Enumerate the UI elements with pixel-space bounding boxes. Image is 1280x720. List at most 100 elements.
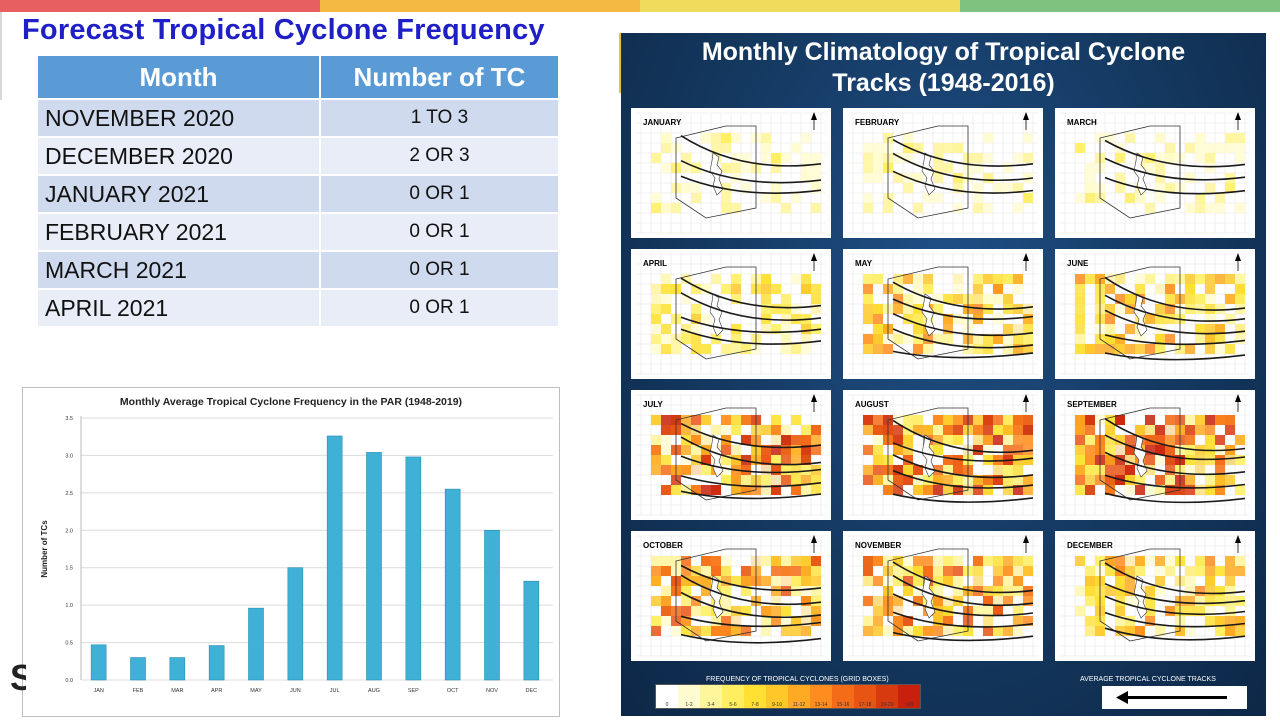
month-cell: MARCH 2021 [38,250,321,289]
legend-bin-label: 15-16 [836,702,850,708]
track-map [848,535,1038,657]
bar-mar [169,657,186,681]
panel-label: JANUARY [643,118,682,127]
track-map [1060,112,1250,234]
legend-bin-label: 11-12 [792,702,806,708]
legend-bin-label: 9-10 [771,702,782,708]
panel-february: FEBRUARY [843,108,1043,238]
y-tick-label: 3.0 [65,453,73,459]
panel-label: AUGUST [855,400,889,409]
panel-august: AUGUST [843,390,1043,520]
legend-title: FREQUENCY OF TROPICAL CYCLONES (GRID BOX… [706,676,889,683]
bar-may [248,607,264,681]
gold-edge [619,33,621,93]
top-color-bar [0,0,1280,12]
panel-may: MAY [843,249,1043,379]
legend-swatch: 1-2 [678,685,700,708]
panel-october: OCTOBER [631,531,831,661]
y-tick-label: 2.5 [65,491,73,497]
legend-swatch: 3-4 [700,685,722,708]
bar-oct [444,488,461,681]
legend-swatch: 0 [656,685,678,708]
tc-frequency-chart: Monthly Average Tropical Cyclone Frequen… [22,387,560,717]
panel-june: JUNE [1055,249,1255,379]
x-tick-label: JUL [330,688,340,694]
panel-label: JUNE [1067,259,1089,268]
legend-swatch: 11-12 [788,685,810,708]
x-tick-label: SEP [408,688,419,694]
panel-label: NOVEMBER [855,541,902,550]
panel-label: MARCH [1067,118,1097,127]
track-map [1060,394,1250,516]
bar-nov [484,529,500,681]
legend-bin-label: 3-4 [707,702,715,708]
y-axis-label: Number of TCs [40,520,49,578]
panel-label: APRIL [643,259,667,268]
panel-label: SEPTEMBER [1067,400,1117,409]
topbar-segment-2 [320,0,640,12]
legend-bin-label: 0 [665,702,669,708]
bar-chart-svg: Monthly Average Tropical Cyclone Frequen… [40,396,553,694]
bar-feb [130,657,146,681]
bar-jul [326,435,343,681]
month-cell: FEBRUARY 2021 [38,212,321,251]
track-map [848,394,1038,516]
y-tick-label: 3.5 [65,416,73,422]
topbar-segment-3 [640,0,960,12]
track-map [848,112,1038,234]
climatology-title-line1: Monthly Climatology of Tropical Cyclone [701,38,1186,66]
track-map [636,394,826,516]
number-cell: 0 OR 1 [320,288,560,326]
x-tick-label: OCT [447,688,459,694]
left-arrow-icon [1116,691,1227,704]
chart-title: Monthly Average Tropical Cyclone Frequen… [120,396,462,408]
track-map [1060,535,1250,657]
month-cell: JANUARY 2021 [38,174,321,213]
legend-bin-label: 17-18 [858,702,872,708]
legend-bin-label: >20 [904,702,914,708]
bar-apr [208,645,225,681]
table-row: MARCH 2021 0 OR 1 [38,250,560,289]
panel-label: JULY [643,400,663,409]
number-column-header: Number of TC [320,56,560,99]
month-column-header: Month [38,56,321,99]
track-map [1060,253,1250,375]
month-cell: APRIL 2021 [38,288,321,326]
topbar-segment-4 [960,0,1280,12]
panel-july: JULY [631,390,831,520]
track-map [636,535,826,657]
legend-bin-label: 19-20 [880,702,894,708]
legend-swatch: 5-6 [722,685,744,708]
x-tick-label: NOV [486,688,498,694]
climatology-figure: Monthly Climatology of Tropical Cyclone … [621,33,1266,716]
legend-bin-label: 13-14 [814,702,828,708]
track-map [848,253,1038,375]
bar-aug [366,452,382,681]
partial-logo-mark: S [10,658,26,698]
bar-dec [523,580,540,681]
track-map [636,253,826,375]
panel-september: SEPTEMBER [1055,390,1255,520]
bar-sep [405,456,422,681]
panel-label: OCTOBER [643,541,683,550]
month-cell: NOVEMBER 2020 [38,98,321,137]
climatology-title-line2: Tracks (1948-2016) [832,69,1055,97]
bar-jan [90,644,107,681]
x-tick-label: MAY [250,688,262,694]
number-cell: 0 OR 1 [320,174,560,213]
y-tick-label: 0.0 [65,678,73,684]
page-title: Forecast Tropical Cyclone Frequency [22,14,545,46]
legend-bin-label: 5-6 [729,702,737,708]
forecast-table: Month Number of TC NOVEMBER 2020 1 TO 3 DE… [38,56,560,326]
legend-swatch: 13-14 [810,685,832,708]
panel-label: MAY [855,259,873,268]
x-tick-label: FEB [133,688,144,694]
x-tick-label: DEC [526,688,538,694]
x-tick-label: MAR [171,688,183,694]
panel-april: APRIL [631,249,831,379]
legend-swatch: 19-20 [876,685,898,708]
y-tick-label: 1.0 [65,603,73,609]
legend-swatch: 9-10 [766,685,788,708]
x-tick-label: AUG [368,688,380,694]
table-row: FEBRUARY 2021 0 OR 1 [38,212,560,251]
